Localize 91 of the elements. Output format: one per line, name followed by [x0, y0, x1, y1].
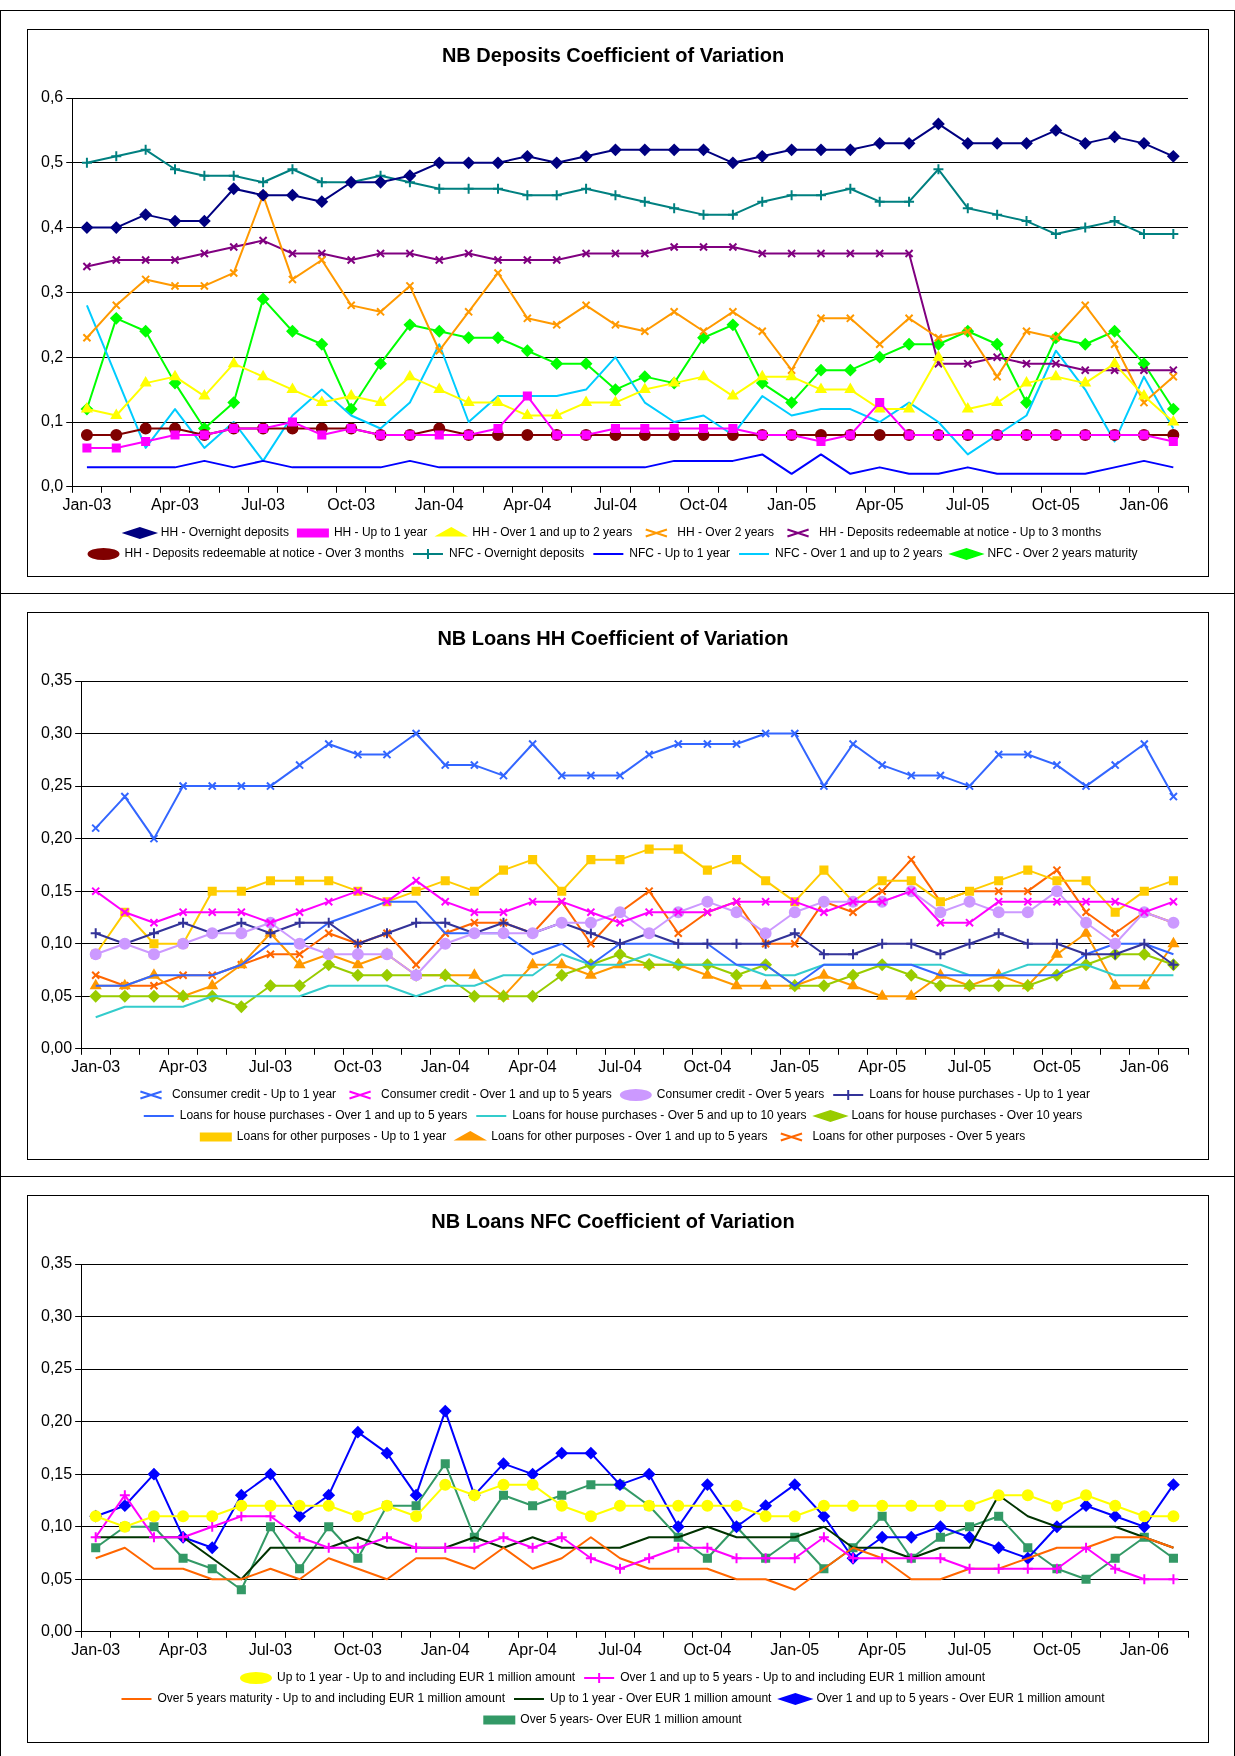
- y-tick-label: 0,5: [40, 153, 64, 171]
- legend-label: Consumer credit - Up to 1 year: [171, 1087, 337, 1102]
- x-tick-label: Apr-04: [503, 495, 552, 513]
- legend-label: Over 5 years- Over EUR 1 million amount: [520, 1712, 743, 1727]
- legend-label: Loans for house purchases - Over 10 years: [851, 1108, 1083, 1123]
- x-tick-label: Oct-03: [333, 1640, 382, 1658]
- x-tick-label: Jan-05: [770, 1640, 820, 1658]
- x-tick-label: Oct-05: [1032, 1640, 1082, 1658]
- x-tick-label: Jan-03: [71, 1640, 121, 1658]
- y-tick-label: 0,00: [41, 1039, 73, 1057]
- x-tick-label: Apr-05: [858, 1640, 907, 1658]
- x-tick-label: Oct-04: [679, 495, 728, 513]
- legend-label: Loans for other purposes - Over 5 years: [812, 1129, 1026, 1144]
- x-tick-label: Apr-05: [858, 1057, 907, 1075]
- legend-label: Loans for house purchases - Over 1 and up to 5 years: [179, 1108, 468, 1123]
- x-tick-label: Jul-04: [598, 1640, 642, 1658]
- y-tick-label: 0,3: [40, 282, 64, 300]
- y-tick-label: 0,10: [41, 1517, 73, 1535]
- y-tick-label: 0,25: [41, 1359, 73, 1377]
- x-tick-label: Jul-03: [248, 1640, 293, 1658]
- legend-label: HH - Deposits redeemable at notice - Up to 3 months: [819, 525, 1102, 540]
- y-tick-label: 0,00: [41, 1622, 73, 1640]
- x-tick-label: Apr-03: [159, 1640, 208, 1658]
- x-tick-label: Jan-03: [62, 495, 112, 513]
- x-tick-label: Jan-06: [1119, 1640, 1169, 1658]
- x-tick-label: Jan-03: [71, 1057, 121, 1075]
- y-tick-label: 0,15: [41, 1464, 73, 1482]
- y-tick-label: 0,20: [41, 829, 73, 847]
- y-tick-label: 0,35: [41, 671, 73, 689]
- legend-label: NFC - Over 2 years maturity: [987, 546, 1138, 561]
- legend-label: HH - Deposits redeemable at notice - Over 3 months: [124, 546, 404, 561]
- y-tick-label: 0,2: [40, 347, 64, 365]
- x-tick-label: Jan-06: [1119, 1057, 1169, 1075]
- legend-label: Loans for house purchases - Up to 1 year: [869, 1087, 1091, 1102]
- y-tick-label: 0,35: [41, 1254, 73, 1272]
- legend-label: HH - Overnight deposits: [160, 525, 289, 540]
- x-tick-label: Jan-05: [770, 1057, 820, 1075]
- legend-label: HH - Up to 1 year: [333, 525, 428, 540]
- x-tick-label: Jan-05: [767, 495, 817, 513]
- y-tick-label: 0,1: [40, 412, 64, 430]
- legend-label: Consumer credit - Over 1 and up to 5 years: [381, 1087, 612, 1102]
- y-tick-label: 0,05: [41, 986, 73, 1004]
- y-tick-label: 0,05: [41, 1569, 73, 1587]
- legend-label: Consumer credit - Over 5 years: [656, 1087, 825, 1102]
- x-tick-label: Apr-03: [159, 1057, 208, 1075]
- x-tick-label: Oct-04: [683, 1640, 732, 1658]
- x-tick-label: Jul-03: [241, 495, 285, 513]
- y-tick-label: 0,25: [41, 776, 73, 794]
- x-tick-label: Oct-05: [1031, 495, 1080, 513]
- x-tick-label: Jan-04: [420, 1057, 470, 1075]
- y-tick-label: 0,20: [41, 1412, 73, 1430]
- x-tick-label: Jul-04: [593, 495, 638, 513]
- legend-label: NFC - Over 1 and up to 2 years: [775, 546, 943, 561]
- legend-label: NFC - Up to 1 year: [629, 546, 731, 561]
- x-tick-label: Oct-03: [327, 495, 376, 513]
- legend-label: Up to 1 year - Over EUR 1 million amount: [549, 1691, 773, 1706]
- legend-label: Up to 1 year - Up to and including EUR 1 million amount: [277, 1670, 576, 1685]
- x-tick-label: Jan-06: [1119, 495, 1169, 513]
- y-tick-label: 0,0: [40, 477, 64, 495]
- chart-title: NB Loans HH Coefficient of Variation: [437, 626, 789, 649]
- x-tick-label: Jan-04: [420, 1640, 470, 1658]
- x-tick-label: Oct-03: [333, 1057, 382, 1075]
- x-tick-label: Jan-04: [414, 495, 464, 513]
- legend-label: HH - Over 2 years: [677, 525, 775, 540]
- x-tick-label: Jul-04: [598, 1057, 642, 1075]
- y-tick-label: 0,10: [41, 934, 73, 952]
- x-tick-label: Apr-03: [150, 495, 200, 513]
- x-tick-label: Jul-05: [946, 495, 990, 513]
- legend-label: NFC - Overnight deposits: [448, 546, 585, 561]
- x-tick-label: Apr-05: [855, 495, 904, 513]
- legend-label: Over 1 and up to 5 years - Up to and including EUR 1 million amount: [620, 1670, 986, 1685]
- x-tick-label: Oct-04: [683, 1057, 732, 1075]
- x-tick-label: Apr-04: [508, 1057, 557, 1075]
- y-tick-label: 0,15: [41, 881, 73, 899]
- y-tick-label: 0,6: [40, 88, 64, 106]
- chart-title: NB Loans NFC Coefficient of Variation: [431, 1209, 795, 1232]
- x-tick-label: Jul-05: [947, 1057, 992, 1075]
- y-tick-label: 0,30: [41, 723, 73, 741]
- y-tick-label: 0,30: [41, 1306, 73, 1324]
- y-tick-label: 0,4: [40, 218, 64, 236]
- legend-label: Over 1 and up to 5 years - Over EUR 1 million amount: [816, 1691, 1106, 1706]
- chart-title: NB Deposits Coefficient of Variation: [441, 43, 785, 66]
- legend-label: Loans for other purposes - Up to 1 year: [236, 1129, 447, 1144]
- legend-label: HH - Over 1 and up to 2 years: [472, 525, 633, 540]
- x-tick-label: Jul-03: [248, 1057, 293, 1075]
- x-tick-label: Apr-04: [508, 1640, 557, 1658]
- legend-label: Loans for house purchases - Over 5 and up to 10 years: [512, 1108, 807, 1123]
- legend-label: Loans for other purposes - Over 1 and up to 5 years: [491, 1129, 768, 1144]
- x-tick-label: Jul-05: [947, 1640, 992, 1658]
- x-tick-label: Oct-05: [1032, 1057, 1082, 1075]
- legend-label: Over 5 years maturity - Up to and including EUR 1 million amount: [157, 1691, 506, 1706]
